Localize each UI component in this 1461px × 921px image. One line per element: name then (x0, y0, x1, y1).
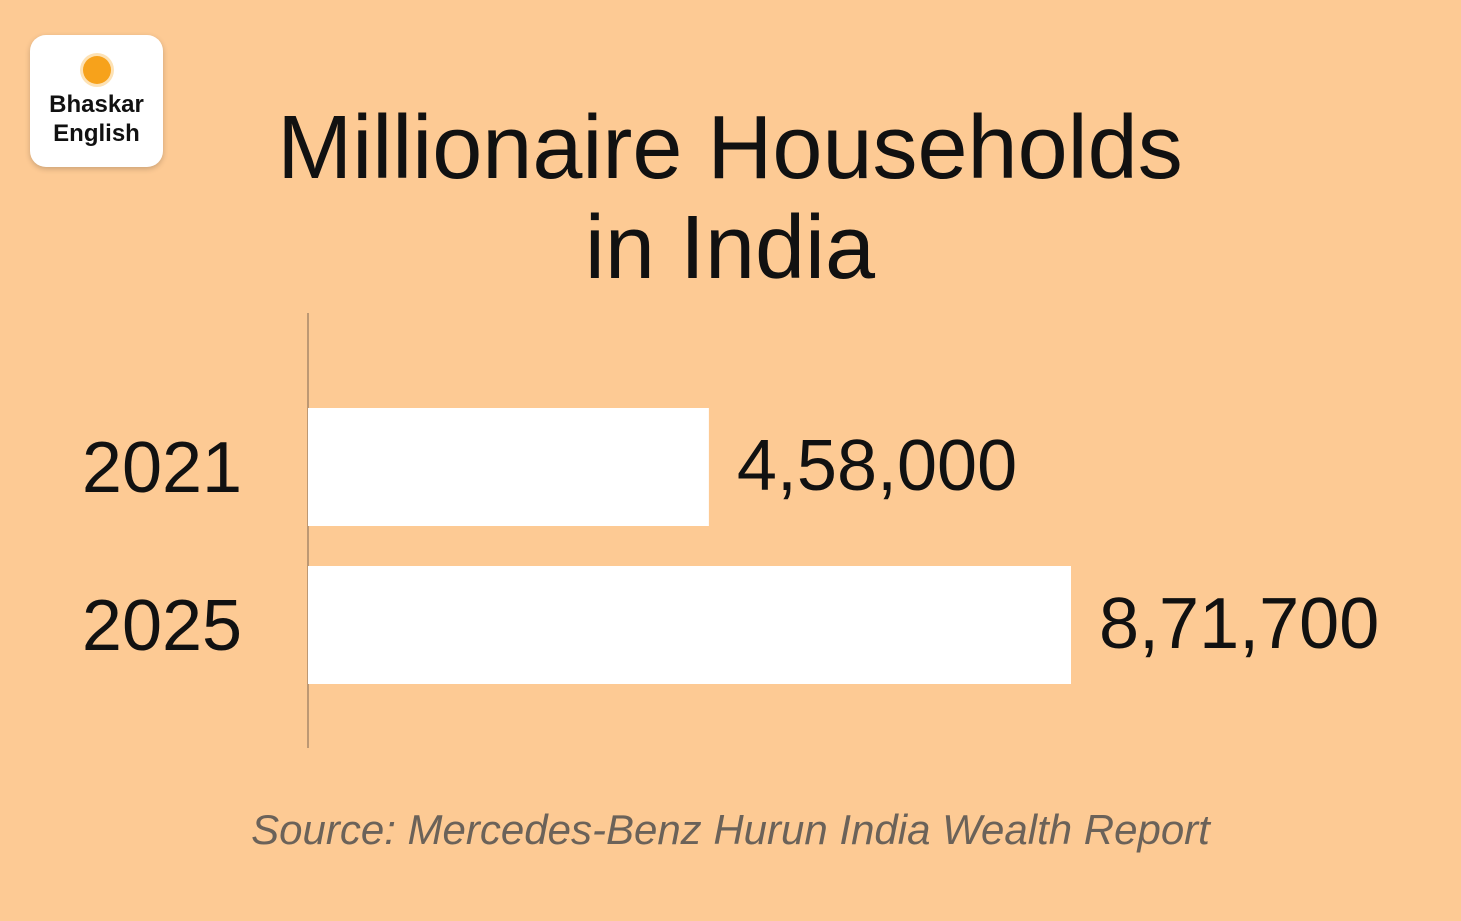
logo-sun (83, 56, 111, 84)
logo-text: English (53, 120, 140, 147)
chart-title: Millionaire Households in India (277, 98, 1183, 298)
logo-text: Bhaskar (49, 91, 144, 118)
y-tick-label: 2021 (82, 428, 242, 508)
bar (308, 566, 1071, 684)
logo: Bhaskar English (30, 35, 163, 167)
source-note: Source: Mercedes-Benz Hurun India Wealth… (251, 806, 1210, 853)
value-label: 4,58,000 (737, 426, 1017, 506)
y-tick-label: 2025 (82, 586, 242, 666)
bar (308, 408, 709, 526)
value-label: 8,71,700 (1099, 584, 1379, 664)
